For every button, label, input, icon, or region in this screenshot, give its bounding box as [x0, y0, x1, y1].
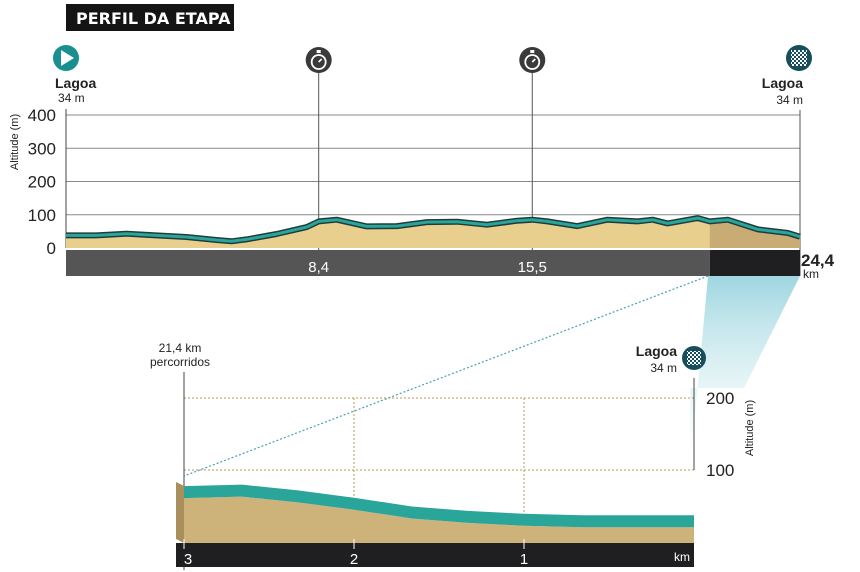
chart-title-background [66, 4, 234, 31]
zoom-connector [183, 275, 800, 477]
main-distance-label: 8,4 [308, 259, 329, 276]
stopwatch-crown [316, 50, 321, 53]
finish-marker: Lagoa 34 m [762, 45, 812, 107]
stopwatch-icon [305, 47, 332, 73]
finish-altitude: 34 m [776, 93, 803, 107]
start-altitude: 34 m [58, 91, 85, 105]
end-distance-label: 24,4 [801, 251, 835, 270]
main-terrain-area [66, 215, 801, 248]
detail-terrain-fill [184, 496, 694, 543]
checkered-flag-pattern [791, 50, 807, 66]
detail-x-tick-label: 2 [350, 551, 358, 568]
main-y-tick-label: 0 [47, 239, 56, 258]
main-y-tick-label: 400 [28, 106, 56, 125]
stopwatch-face [310, 54, 327, 70]
detail-y-tick-label: 200 [706, 389, 734, 408]
stopwatch-hand [531, 58, 536, 63]
detail-start-note-text: percorridos [150, 355, 210, 369]
zoom-dotted-line [183, 275, 709, 477]
main-distance-bar [66, 250, 800, 276]
detail-profile-band [184, 484, 694, 528]
main-distance-labels: 8,4 15,5 [308, 259, 547, 276]
detail-start-note-value: 21,4 km [159, 341, 202, 355]
play-icon-triangle [61, 50, 74, 66]
main-y-axis-title: Altitude (m) [9, 114, 21, 170]
stopwatch-face [524, 54, 541, 70]
main-profile-line [66, 216, 801, 243]
main-terrain-final-fill [709, 219, 800, 248]
detail-x-tick-label: 3 [184, 551, 192, 568]
detail-x-tick-label: 1 [520, 551, 528, 568]
chart-title: PERFIL DA ETAPA [76, 9, 231, 28]
finish-place-name: Lagoa [762, 75, 803, 91]
main-y-tick-label: 300 [28, 139, 56, 158]
detail-y-tick-labels: 100 200 [706, 389, 734, 480]
chart-title-block: PERFIL DA ETAPA [66, 4, 234, 31]
stopwatch-crown [530, 50, 535, 53]
detail-finish-place-name: Lagoa [636, 343, 677, 359]
stopwatch-hand [318, 58, 323, 63]
start-marker: Lagoa 34 m [53, 45, 96, 105]
main-profile-chart: 0 100 200 300 400 Altitude (m) 8,4 15,5 Lagoa… [9, 45, 835, 281]
main-y-tick-labels: 0 100 200 300 400 [28, 106, 56, 258]
detail-distance-bar: 3 2 1 km [176, 539, 694, 568]
main-y-tick-label: 100 [28, 206, 56, 225]
detail-terrain-area [176, 482, 694, 543]
main-gridlines [65, 109, 800, 248]
zoom-beam [690, 276, 800, 470]
start-place-name: Lagoa [55, 75, 96, 91]
detail-finish-marker: Lagoa 34 m [636, 343, 706, 375]
detail-y-tick-label: 100 [706, 461, 734, 480]
stopwatch-icon [519, 47, 546, 73]
main-y-tick-label: 200 [28, 173, 56, 192]
main-bar-final-segment [709, 250, 800, 276]
detail-y-axis-title: Altitude (m) [744, 400, 756, 456]
detail-x-unit: km [674, 550, 690, 564]
detail-profile-chart: 3 2 1 km 100 200 Altitude (m) 21,4 km percor… [150, 341, 756, 570]
end-distance-unit: km [803, 267, 819, 281]
main-distance-label: 15,5 [518, 259, 547, 276]
main-marker-lines [305, 47, 801, 276]
detail-distance-bar-fill [176, 543, 694, 567]
detail-finish-altitude: 34 m [650, 361, 677, 375]
main-bar-segment [66, 250, 710, 276]
detail-side-face [176, 482, 184, 543]
checkered-flag-pattern [687, 351, 701, 365]
